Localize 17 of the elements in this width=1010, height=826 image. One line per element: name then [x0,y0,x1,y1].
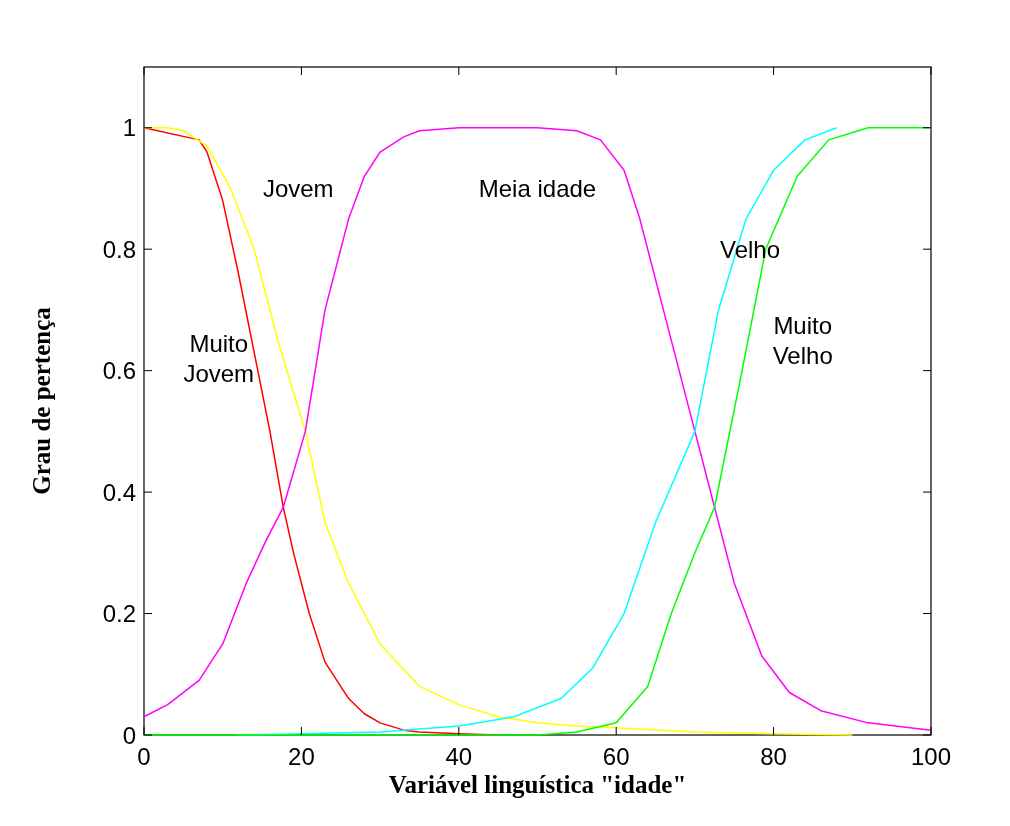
y-tick-label: 0.8 [102,235,136,263]
x-tick-label: 40 [445,743,473,770]
x-tick-label: 60 [602,743,630,770]
x-tick-label: 80 [760,743,787,770]
x-axis-title: Variável linguística "idade" [388,771,687,798]
x-tick-label: 100 [910,743,952,770]
y-tick-label: 0 [122,721,136,749]
series-label: Meia idade [478,174,597,202]
series-label: Muito Jovem [183,329,255,387]
y-tick-label: 0.4 [102,478,136,506]
y-tick-label: 0.2 [102,600,136,628]
x-tick-label: 20 [288,743,315,770]
y-axis-title: Grau de pertença [28,306,55,495]
y-tick-label: 0.6 [102,357,136,385]
series-label: Muito Velho [772,311,833,369]
y-tick-label: 1 [122,114,136,142]
series-label: Jovem [262,174,334,202]
